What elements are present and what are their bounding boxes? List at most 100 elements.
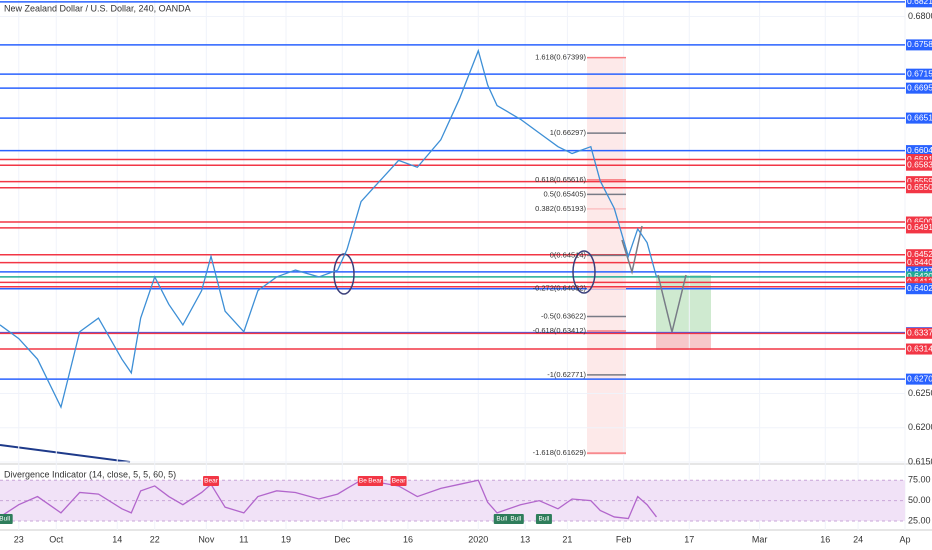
x-tick-label: 22 bbox=[150, 534, 160, 544]
signal-box bbox=[203, 476, 220, 486]
price-label-bg bbox=[906, 159, 932, 171]
x-tick-label: Ap bbox=[899, 534, 910, 544]
y-tick-label: 0.68000 bbox=[908, 11, 932, 21]
signal-label: Bear bbox=[359, 478, 374, 485]
signal-box bbox=[493, 514, 510, 524]
x-tick-label: Nov bbox=[198, 534, 215, 544]
price-line bbox=[0, 479, 657, 520]
price-label-bg bbox=[906, 39, 932, 51]
x-tick-label: 11 bbox=[239, 534, 248, 544]
signal-label: Bear bbox=[368, 478, 383, 485]
signal-label: Bull bbox=[0, 516, 11, 523]
pattern-drawing bbox=[657, 274, 687, 333]
price-label: 0.66954 bbox=[907, 82, 932, 92]
fib-label: 0(0.64514) bbox=[550, 250, 587, 259]
indicator-tick-label: 25.00 bbox=[908, 515, 931, 525]
x-tick-label: 14 bbox=[112, 534, 122, 544]
indicator-tick-label: 50.00 bbox=[908, 495, 931, 505]
price-label: 0.64409 bbox=[907, 257, 932, 267]
fib-label: 0.5(0.65405) bbox=[543, 189, 586, 198]
price-label: 0.64524 bbox=[907, 249, 932, 259]
signal-label: Bull bbox=[510, 516, 521, 523]
price-label-bg bbox=[906, 82, 932, 94]
y-tick-label: 0.61500 bbox=[908, 456, 932, 466]
x-tick-label: 2020 bbox=[468, 534, 488, 544]
x-tick-label: Feb bbox=[616, 534, 632, 544]
price-label-bg bbox=[906, 343, 932, 355]
fib-label: -0.5(0.63622) bbox=[541, 312, 587, 321]
price-label: 0.64273 bbox=[907, 266, 932, 276]
price-label-bg bbox=[906, 112, 932, 124]
price-label-bg bbox=[906, 222, 932, 234]
fib-label: 0.618(0.65616) bbox=[535, 175, 586, 184]
x-tick-label: Dec bbox=[334, 534, 351, 544]
x-tick-label: Oct bbox=[49, 534, 64, 544]
price-label: 0.67585 bbox=[907, 39, 932, 49]
x-tick-label: 23 bbox=[14, 534, 24, 544]
price-label: 0.68213 bbox=[907, 0, 932, 6]
price-label-bg bbox=[906, 257, 932, 269]
signal-label: Bear bbox=[392, 478, 407, 485]
x-tick-label: 21 bbox=[562, 534, 572, 544]
indicator-tick-label: 75.00 bbox=[908, 475, 931, 485]
price-label-bg bbox=[906, 216, 932, 228]
price-label-bg bbox=[906, 283, 932, 295]
x-tick-label: 16 bbox=[403, 534, 413, 544]
signal-label: Bull bbox=[539, 516, 550, 523]
price-label: 0.64028 bbox=[907, 283, 932, 293]
price-label-bg bbox=[906, 249, 932, 261]
price-label: 0.64915 bbox=[907, 222, 932, 232]
x-tick-label: Mar bbox=[752, 534, 768, 544]
fib-label: -1(0.62771) bbox=[547, 370, 586, 379]
signal-box bbox=[507, 514, 524, 524]
price-label-bg bbox=[906, 182, 932, 194]
x-tick-label: 19 bbox=[281, 534, 291, 544]
price-label-bg bbox=[906, 176, 932, 188]
pattern-drawing bbox=[621, 225, 643, 275]
signal-label: Bull bbox=[496, 516, 507, 523]
x-tick-label: 16 bbox=[820, 534, 830, 544]
fib-label: -1.618(0.61629) bbox=[533, 448, 587, 457]
stop-zone bbox=[656, 333, 711, 350]
price-label: 0.63377 bbox=[907, 328, 932, 338]
signal-box bbox=[390, 476, 407, 486]
x-tick-label: 17 bbox=[684, 534, 694, 544]
fib-label: -0.618(0.63412) bbox=[533, 326, 587, 335]
price-label: 0.67158 bbox=[907, 68, 932, 78]
ellipse bbox=[572, 250, 596, 294]
signal-box bbox=[367, 476, 384, 486]
price-label-bg bbox=[906, 68, 932, 80]
fib-label: 1.618(0.67399) bbox=[535, 53, 586, 62]
price-label: 0.62709 bbox=[907, 373, 932, 383]
signal-box bbox=[0, 514, 13, 524]
signal-label: Bear bbox=[204, 478, 219, 485]
price-label-bg bbox=[906, 327, 932, 339]
indicator-title: Divergence Indicator (14, close, 5, 5, 6… bbox=[4, 469, 176, 479]
price-label: 0.63148 bbox=[907, 343, 932, 353]
y-tick-label: 0.62000 bbox=[908, 422, 932, 432]
price-label-bg bbox=[906, 373, 932, 385]
price-label-bg bbox=[906, 0, 932, 8]
fib-label: -0.272(0.64032) bbox=[533, 283, 587, 292]
signal-box bbox=[535, 514, 552, 524]
x-tick-label: 24 bbox=[853, 534, 863, 544]
fib-label: 1(0.66297) bbox=[550, 128, 587, 137]
ellipse bbox=[333, 253, 355, 295]
fib-label: 0.382(0.65193) bbox=[535, 204, 586, 213]
price-label-bg bbox=[906, 154, 932, 166]
price-line bbox=[0, 48, 658, 410]
price-label: 0.66043 bbox=[907, 145, 932, 155]
price-label: 0.65913 bbox=[907, 154, 932, 164]
price-label: 0.65001 bbox=[907, 216, 932, 226]
trend-line bbox=[0, 444, 131, 463]
price-label-bg bbox=[906, 145, 932, 157]
y-tick-label: 0.62500 bbox=[908, 388, 932, 398]
x-tick-label: 13 bbox=[520, 534, 530, 544]
price-label: 0.66517 bbox=[907, 112, 932, 122]
price-label: 0.65501 bbox=[907, 182, 932, 192]
